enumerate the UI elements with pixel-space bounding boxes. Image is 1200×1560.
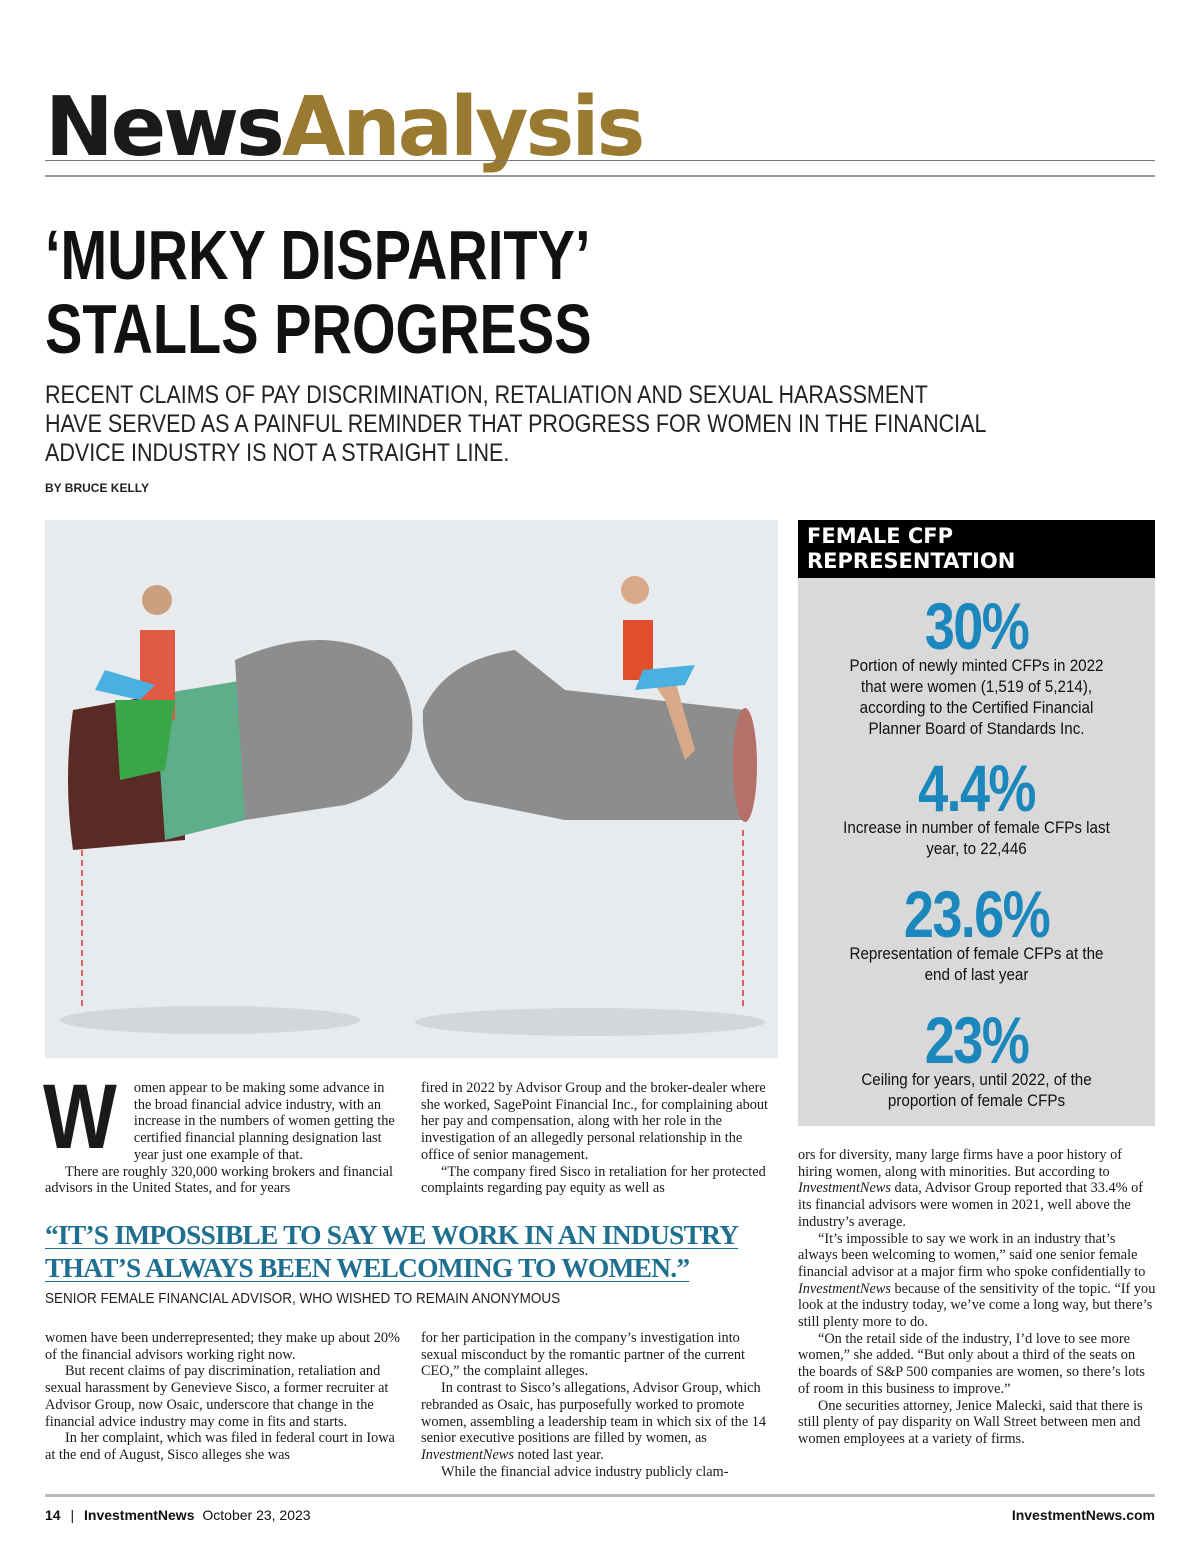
site-url: InvestmentNews.com [1011,1507,1155,1523]
pull-quote-attribution: SENIOR FEMALE FINANCIAL ADVISOR, WHO WIS… [45,1290,561,1307]
divider [45,160,1155,161]
illustration-fist-bump [45,520,778,1058]
body-col1-top: W omen appear to be making some advance … [43,1066,395,1197]
sidebar-title: FEMALE CFP REPRESENTATION [798,520,1155,578]
publication-name: InvestmentNews [84,1507,195,1523]
sidebar-stats: 30% Portion of newly minted CFPs in 2022 … [798,578,1155,1126]
stat-item: 4.4% Increase in number of female CFPs la… [843,751,1110,858]
masthead-analysis: Analysis [281,80,645,175]
headline: ‘MURKY DISPARITY’ STALLS PROGRESS [45,216,592,368]
body-col3: ors for diversity, many large firms have… [798,1147,1156,1447]
body-col2-bottom: for her participation in the company’s i… [421,1330,767,1480]
divider [45,175,1155,177]
stat-item: 23% Ceiling for years, until 2022, of the… [861,1003,1092,1110]
issue-date: October 23, 2023 [202,1507,311,1523]
page-number: 14 [45,1507,61,1523]
deck: RECENT CLAIMS OF PAY DISCRIMINATION, RET… [45,381,987,467]
body-col2-top: fired in 2022 by Advisor Group and the b… [421,1080,769,1197]
drop-cap: W [43,1066,117,1168]
byline: BY BRUCE KELLY [45,481,150,495]
stat-item: 23.6% Representation of female CFPs at th… [849,877,1104,984]
masthead-news: News [45,80,285,175]
section-masthead: NewsAnalysis [45,78,645,178]
body-col1-bottom: women have been underrepresented; they m… [45,1330,400,1463]
footer-divider [45,1494,1155,1497]
page-footer: 14 | InvestmentNews October 23, 2023 [45,1507,311,1523]
stat-item: 30% Portion of newly minted CFPs in 2022 … [849,589,1104,738]
pull-quote: “IT’S IMPOSSIBLE TO SAY WE WORK IN AN IN… [45,1219,739,1283]
